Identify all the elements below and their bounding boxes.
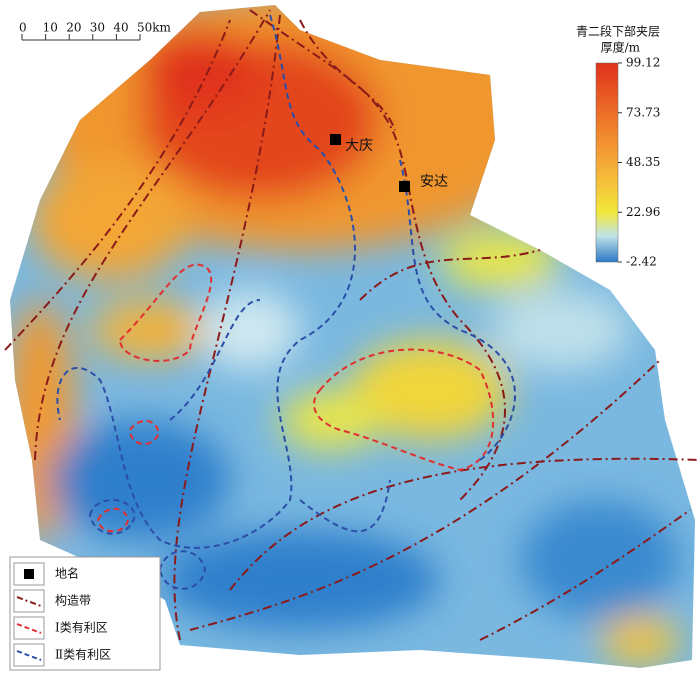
scale-bar: 0 10 20 30 40 50km — [19, 21, 172, 41]
legend-symbol — [24, 569, 34, 579]
structural-belts — [4, 9, 700, 641]
legend-swatch — [13, 589, 45, 613]
legend-label: 地名 — [55, 566, 79, 581]
scale-label: 20 — [66, 21, 81, 35]
colorbar-label: 48.35 — [626, 155, 660, 169]
scale-label: 30 — [90, 21, 105, 35]
legend-symbol — [16, 596, 42, 607]
colorbar-title: 青二段下部夹层 — [576, 24, 660, 39]
class-1-zones — [96, 263, 495, 533]
scale-label: 0 — [19, 21, 27, 35]
places: 大庆 安达 — [330, 134, 448, 192]
place-label: 安达 — [420, 174, 448, 190]
legend-label: Ⅱ类有利区 — [55, 648, 111, 662]
scale-label: 50km — [137, 21, 172, 35]
class-2-zones — [56, 14, 516, 590]
place-marker — [330, 134, 341, 145]
legend-symbol — [16, 623, 42, 634]
scale-label: 40 — [113, 21, 128, 35]
colorbar: 青二段下部夹层 厚度/m 99.12 73.73 48.35 22.96 -2.42 — [576, 24, 660, 269]
legend-label: 构造带 — [55, 593, 91, 608]
colorbar-label: 22.96 — [626, 205, 660, 219]
colorbar-label: -2.42 — [626, 255, 657, 269]
colorbar-title: 厚度/m — [601, 40, 641, 55]
colorbar-label: 99.12 — [626, 56, 660, 70]
scale-label: 10 — [43, 21, 58, 35]
legend-label: Ⅰ类有利区 — [55, 621, 108, 635]
colorbar-ramp — [595, 62, 619, 263]
legend-symbol — [16, 650, 42, 661]
place-label: 大庆 — [345, 138, 373, 154]
place-marker — [399, 181, 410, 192]
colorbar-label: 73.73 — [626, 105, 660, 119]
legend: 地名 构造带 Ⅰ类有利区 Ⅱ类有利区 — [9, 556, 161, 671]
